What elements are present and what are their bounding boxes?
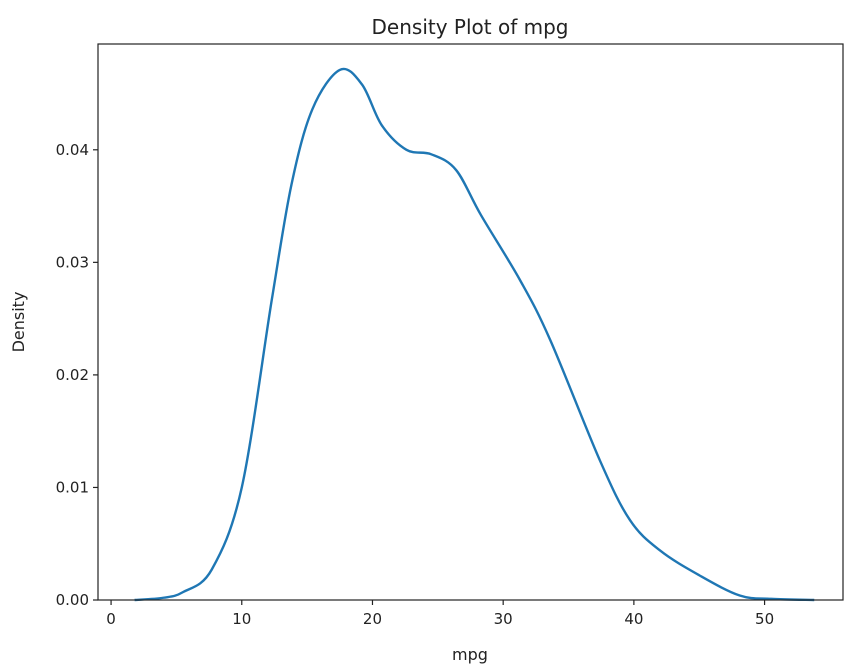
y-tick-label: 0.00 — [56, 591, 89, 609]
density-curve — [134, 67, 815, 602]
y-axis-label: Density — [9, 292, 28, 353]
y-tick-label: 0.01 — [56, 478, 89, 496]
x-tick-label: 40 — [624, 610, 643, 628]
x-axis-label: mpg — [452, 645, 488, 664]
chart-title: Density Plot of mpg — [372, 15, 569, 39]
y-tick-label: 0.03 — [56, 253, 89, 271]
x-tick-label: 30 — [494, 610, 513, 628]
y-tick-label: 0.04 — [56, 141, 89, 159]
x-tick-label: 10 — [232, 610, 251, 628]
y-tick-label: 0.02 — [56, 366, 89, 384]
x-tick-label: 20 — [363, 610, 382, 628]
x-tick-label: 0 — [106, 610, 116, 628]
plot-frame — [97, 43, 844, 601]
x-tick-label: 50 — [755, 610, 774, 628]
